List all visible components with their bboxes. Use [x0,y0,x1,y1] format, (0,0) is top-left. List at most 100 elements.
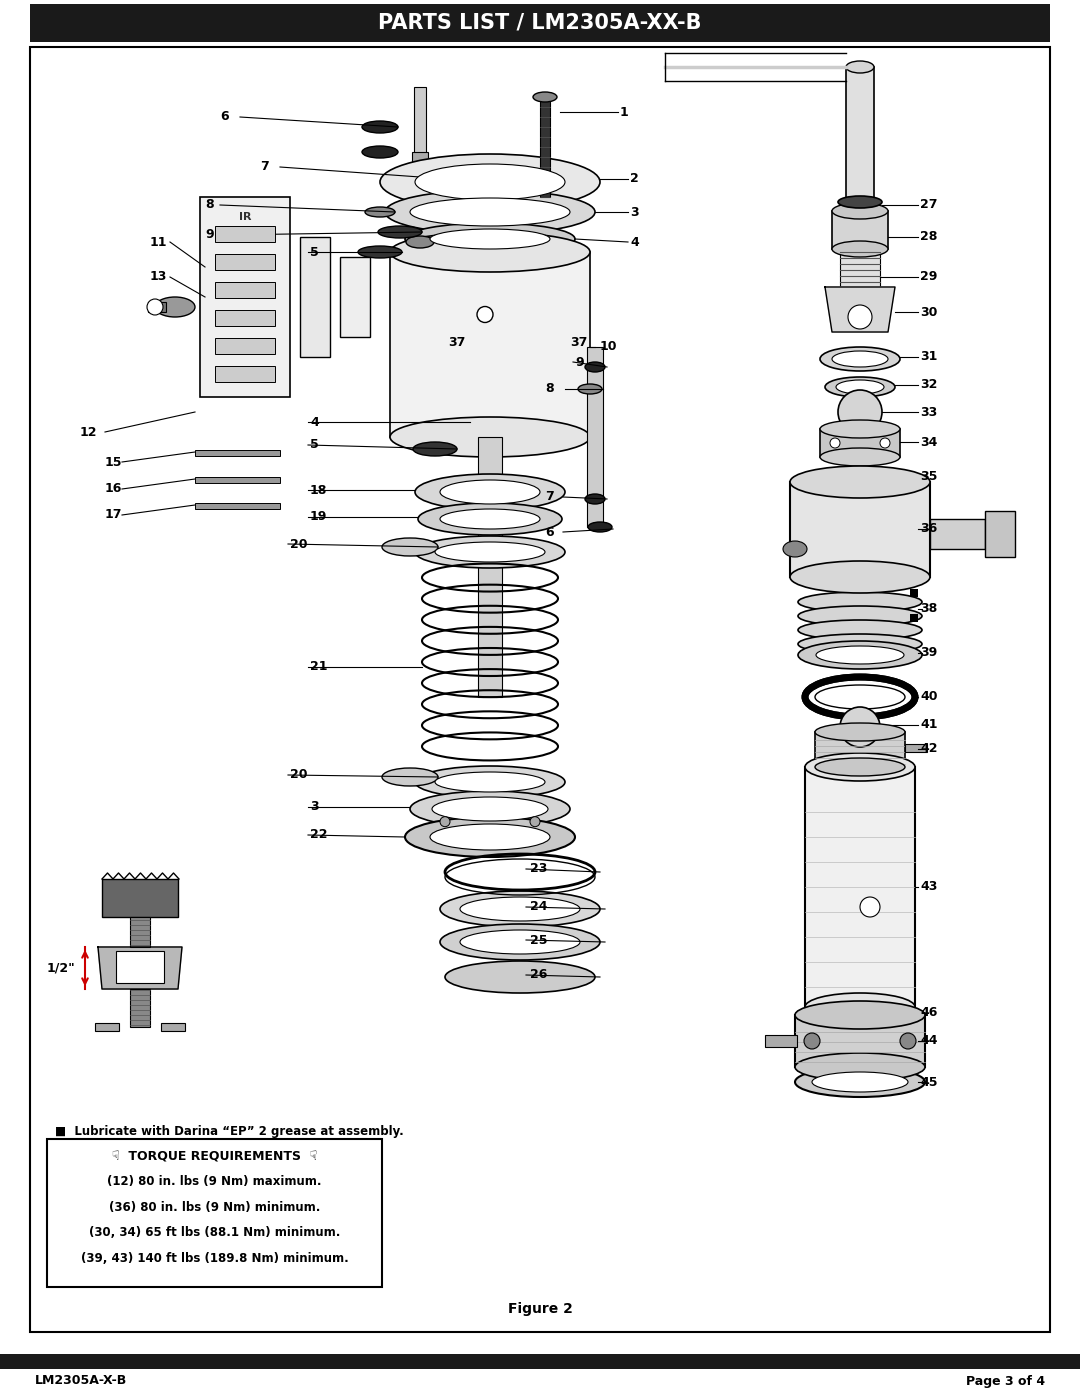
Ellipse shape [418,503,562,535]
Bar [795,1016,924,1067]
Text: 41: 41 [920,718,937,732]
Bar [588,346,603,527]
Bar [130,916,150,947]
Ellipse shape [795,1002,924,1030]
Bar [832,211,888,249]
Text: (39, 43) 140 ft lbs (189.8 Nm) minimum.: (39, 43) 140 ft lbs (189.8 Nm) minimum. [81,1253,349,1266]
Ellipse shape [798,606,922,626]
Ellipse shape [147,299,163,314]
Text: 20: 20 [291,768,308,781]
Bar [148,302,166,312]
Ellipse shape [795,1053,924,1081]
Text: 19: 19 [310,510,327,524]
Bar [411,152,428,203]
Ellipse shape [378,226,422,237]
Text: 4: 4 [630,236,638,249]
Text: 32: 32 [920,379,937,391]
Ellipse shape [848,305,872,330]
Text: 8: 8 [205,198,214,211]
Text: 5: 5 [310,439,319,451]
Text: 30: 30 [920,306,937,319]
Bar [48,1139,382,1287]
Ellipse shape [415,766,565,798]
Ellipse shape [805,993,915,1021]
Bar [390,251,590,437]
Bar [195,503,280,509]
Bar [820,429,900,457]
Text: 31: 31 [920,351,937,363]
Text: 26: 26 [530,968,548,982]
Bar [340,257,370,337]
Ellipse shape [430,229,550,249]
Ellipse shape [460,930,580,954]
Text: Page 3 of 4: Page 3 of 4 [966,1375,1045,1387]
Bar [905,745,927,752]
Bar [842,1003,862,1021]
Ellipse shape [578,384,602,394]
Text: 18: 18 [310,483,327,496]
Text: 16: 16 [105,482,122,496]
Ellipse shape [357,246,402,258]
Text: (30, 34) 65 ft lbs (88.1 Nm) minimum.: (30, 34) 65 ft lbs (88.1 Nm) minimum. [89,1227,340,1239]
Bar [215,226,275,242]
Ellipse shape [832,351,888,367]
Text: 38: 38 [920,602,937,616]
Bar [540,96,550,197]
Text: 12: 12 [80,426,97,439]
Circle shape [838,390,882,434]
Bar [930,520,985,549]
Bar [130,989,150,1027]
Ellipse shape [460,897,580,921]
Ellipse shape [789,467,930,497]
Text: 28: 28 [920,231,937,243]
Ellipse shape [831,439,840,448]
Ellipse shape [406,236,434,249]
Ellipse shape [365,207,395,217]
Text: (12) 80 in. lbs (9 Nm) maximum.: (12) 80 in. lbs (9 Nm) maximum. [107,1175,322,1187]
Text: 23: 23 [530,862,548,876]
Text: 3: 3 [630,205,638,218]
Text: 17: 17 [105,509,122,521]
Text: 5: 5 [310,246,319,258]
Text: 1/2": 1/2" [46,961,75,975]
Ellipse shape [812,1071,908,1092]
Text: 37: 37 [570,335,588,348]
Ellipse shape [820,420,900,439]
Ellipse shape [435,542,545,562]
Text: 25: 25 [530,933,548,947]
Ellipse shape [432,798,548,821]
Text: 20: 20 [291,538,308,550]
Text: 6: 6 [545,525,554,538]
Text: 1: 1 [620,106,629,119]
Text: 40: 40 [920,690,937,704]
Bar [161,1023,185,1031]
Ellipse shape [820,346,900,372]
Bar [840,249,880,286]
Text: 10: 10 [600,341,618,353]
Ellipse shape [415,536,565,569]
Ellipse shape [410,198,570,226]
Ellipse shape [798,641,922,669]
Ellipse shape [440,923,600,960]
Ellipse shape [390,416,590,457]
Ellipse shape [415,474,565,510]
Bar [815,732,905,767]
Text: 24: 24 [530,901,548,914]
Bar [95,1023,119,1031]
Bar [300,237,330,358]
Ellipse shape [435,773,545,792]
Text: 11: 11 [150,236,167,249]
Text: 2: 2 [630,172,638,186]
Ellipse shape [825,377,895,397]
Ellipse shape [818,468,902,490]
Text: 9: 9 [205,229,214,242]
Bar [414,87,426,242]
Polygon shape [825,286,895,332]
Bar [200,197,291,397]
Text: 22: 22 [310,828,327,841]
Text: 27: 27 [920,198,937,211]
Ellipse shape [588,522,612,532]
Ellipse shape [405,224,575,256]
Text: Figure 2: Figure 2 [508,1302,572,1316]
Ellipse shape [410,791,570,827]
